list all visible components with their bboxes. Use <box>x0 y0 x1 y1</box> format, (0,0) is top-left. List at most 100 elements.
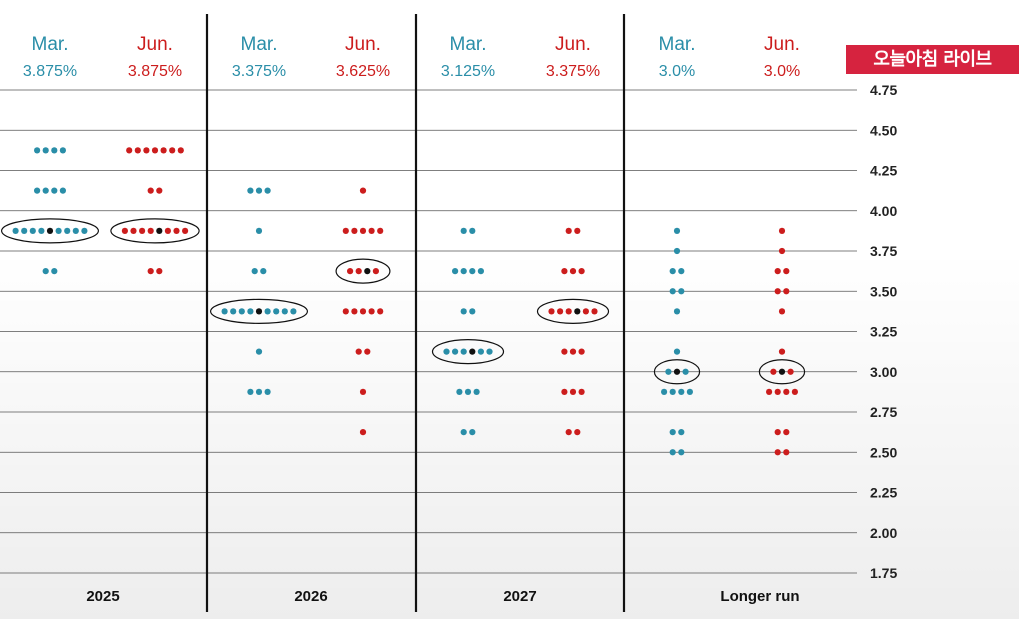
dot-mark <box>46 227 54 234</box>
dot-mark <box>160 147 167 154</box>
dot-mark <box>147 268 154 275</box>
dot-mark <box>359 308 367 315</box>
dot-mark <box>34 147 41 154</box>
dot-mark <box>281 308 288 315</box>
dot-mark <box>682 368 689 375</box>
dot-mark <box>569 268 577 275</box>
dot-mark <box>351 227 358 234</box>
column-median-value: 3.375% <box>232 63 286 80</box>
dot-mark <box>774 449 781 456</box>
dot-mark <box>561 388 568 395</box>
dot-mark <box>774 268 781 275</box>
column-median-value: 3.875% <box>128 63 182 80</box>
dot-mark <box>355 348 362 355</box>
dot-mark <box>460 348 467 355</box>
dot-mark <box>452 268 459 275</box>
dot-mark <box>548 308 555 315</box>
year-dividers <box>205 14 626 612</box>
dot-mark <box>156 187 163 194</box>
dot-mark <box>42 187 49 194</box>
dot-mark <box>673 308 681 315</box>
dot-mark <box>669 388 676 395</box>
dot-mark <box>364 348 371 355</box>
year-label: 2025 <box>86 588 119 605</box>
dot-mark <box>29 227 36 234</box>
dot-mark <box>368 308 375 315</box>
median-ellipses <box>0 218 806 385</box>
dot-mark <box>557 308 564 315</box>
dot-mark <box>151 147 159 154</box>
dot-mark <box>42 268 49 275</box>
median-ellipse <box>0 218 100 244</box>
dot-mark <box>51 147 58 154</box>
column-label: Mar. <box>450 34 487 55</box>
median-ellipse <box>335 258 391 284</box>
year-label: 2026 <box>294 588 327 605</box>
dot-mark <box>477 348 484 355</box>
column-median-value: 3.625% <box>336 63 390 80</box>
dot-mark <box>21 227 28 234</box>
dot-mark <box>486 348 493 355</box>
dot-mark <box>686 388 694 395</box>
y-tick-label: 1.75 <box>870 565 897 581</box>
dot-mark <box>673 348 681 355</box>
dot-mark <box>673 368 681 375</box>
dot-mark <box>359 187 367 194</box>
y-tick-label: 3.00 <box>870 364 897 380</box>
y-tick-label: 4.00 <box>870 203 897 219</box>
dot-mark <box>255 348 263 355</box>
dot-mark <box>770 368 777 375</box>
dot-mark <box>569 388 577 395</box>
dot-mark <box>774 288 781 295</box>
dot-mark <box>38 227 45 234</box>
dot-mark <box>565 429 572 436</box>
dot-mark <box>452 348 459 355</box>
dot-mark <box>364 268 371 275</box>
dot-mark <box>783 449 790 456</box>
year-labels: 2025 2026 2027 Longer run <box>86 588 799 605</box>
dot-mark <box>578 268 585 275</box>
dot-mark <box>182 227 189 234</box>
dot-mark <box>134 147 141 154</box>
dot-mark <box>778 368 786 375</box>
dot-mark <box>121 227 128 234</box>
dot-mark <box>591 308 598 315</box>
dot-mark <box>64 227 71 234</box>
dot-mark <box>456 388 463 395</box>
dot-mark <box>81 227 88 234</box>
dot-mark <box>273 308 280 315</box>
y-tick-label: 3.75 <box>870 243 897 259</box>
dot-mark <box>678 429 685 436</box>
column-label: Mar. <box>241 34 278 55</box>
column-label: Jun. <box>345 34 381 55</box>
dot-mark <box>778 247 786 255</box>
dot-mark <box>12 227 19 234</box>
year-label: Longer run <box>720 588 799 605</box>
dot-mark <box>678 268 685 275</box>
dot-mark <box>565 227 572 234</box>
dot-mark <box>673 227 681 234</box>
column-label: Mar. <box>32 34 69 55</box>
dot-mark <box>678 449 685 456</box>
dot-mark <box>143 147 150 154</box>
column-label: Jun. <box>764 34 800 55</box>
dot-mark <box>342 308 349 315</box>
median-ellipse <box>653 359 701 385</box>
dot-mark <box>377 308 384 315</box>
dot-mark <box>561 348 568 355</box>
dot-mark <box>464 388 472 395</box>
dot-mark <box>569 348 577 355</box>
dot-mark <box>264 388 271 395</box>
dot-mark <box>783 429 790 436</box>
y-tick-label: 2.50 <box>870 444 897 460</box>
dot-mark <box>665 368 672 375</box>
dot-mark <box>669 449 676 456</box>
column-median-value: 3.0% <box>764 63 800 80</box>
dot-mark <box>255 187 263 194</box>
dot-mark <box>469 227 476 234</box>
dot-mark <box>221 308 228 315</box>
dot-mark <box>473 388 480 395</box>
dot-mark <box>678 288 685 295</box>
